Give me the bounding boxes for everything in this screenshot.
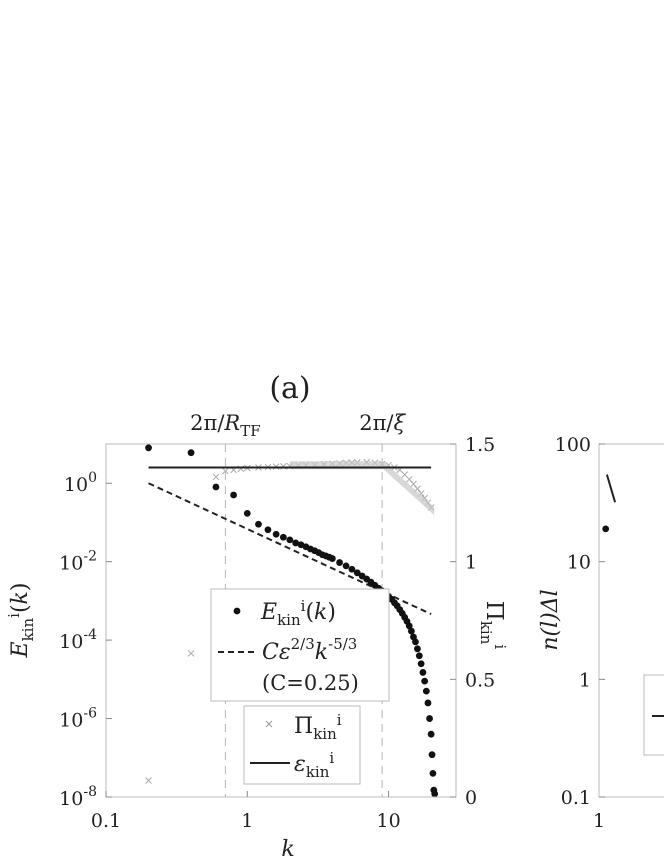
y-tick-label: 10-4 <box>59 627 97 653</box>
y-tick-label: 10-8 <box>59 784 97 810</box>
energy-point <box>417 660 425 668</box>
energy-point <box>230 491 238 499</box>
energy-point <box>279 533 287 541</box>
panel-b-series <box>602 474 617 533</box>
kolmogorov-fit-series <box>148 482 432 616</box>
legend-box <box>210 588 390 702</box>
y-tick-label: 10-2 <box>59 549 97 575</box>
energy-point <box>415 652 423 660</box>
panel-b-y-tick-label: 1 <box>579 669 591 691</box>
energy-point <box>427 730 435 738</box>
panel-b-y-ticks: 100 10 1 0.1 <box>555 434 605 809</box>
pi-kin-point <box>410 480 417 488</box>
energy-point <box>407 627 415 635</box>
vertical-marker-label: 2π/RTF <box>190 411 260 440</box>
energy-point <box>431 790 439 798</box>
x-tick-label: 1 <box>241 810 253 832</box>
panel-b-y-tick-label: 0.1 <box>561 787 591 809</box>
x-axis-ticks: 0.1 1 10 <box>91 791 401 832</box>
y-tick-label: 10-6 <box>59 706 97 732</box>
energy-point <box>342 562 350 570</box>
y-right-tick-label: 0.5 <box>465 669 495 691</box>
panel-b-line <box>605 474 617 503</box>
energy-point <box>187 449 195 457</box>
energy-point <box>336 559 343 566</box>
kolmogorov-fit-line <box>148 482 432 616</box>
energy-point <box>145 444 152 452</box>
energy-point <box>255 520 262 528</box>
energy-point <box>429 769 437 777</box>
legend-box <box>243 705 361 785</box>
x-tick-label: 10 <box>376 810 400 832</box>
energy-point <box>348 565 356 573</box>
vertical-marker-label: 2π/ξ <box>359 411 406 435</box>
legend-pi-label: Πkini <box>294 711 342 743</box>
panel-b-y-tick-label: 100 <box>555 434 591 456</box>
vertical-markers: 2π/RTF 2π/ξ <box>190 411 406 797</box>
panel-a-chart: (a) 2π/RTF 2π/ξ 0.1 1 10 10010-210-410-610-… <box>5 371 509 860</box>
legend-fit-note: (C=0.25) <box>262 671 359 695</box>
y-right-tick-label: 0 <box>465 787 477 809</box>
pi-kin-point <box>212 473 220 481</box>
y-axis-left-label: Ekini(k) <box>5 583 37 659</box>
panel-b-x-tick-label: 1 <box>593 810 605 832</box>
y-right-tick-label: 1 <box>465 552 477 574</box>
energy-point <box>412 638 419 646</box>
legend-energy: Ekini(k) Cε2/3k-5/3 (C=0.25) <box>210 588 390 702</box>
pi-kin-point <box>187 650 195 657</box>
pi-kin-band <box>289 461 435 516</box>
legend-fit-label: Cε2/3k-5/3 <box>262 635 357 665</box>
x-tick-label: 0.1 <box>91 810 121 832</box>
y-right-tick-label: 1.5 <box>465 434 495 456</box>
svg-text:n(l)Δl: n(l)Δl <box>538 589 563 650</box>
pi-kin-point <box>222 467 229 475</box>
energy-point <box>422 687 430 695</box>
legend-energy-label: Ekini(k) <box>260 597 336 629</box>
panel-b-point <box>602 525 610 533</box>
y-axis-left-ticks: 100 10-2 10-4 10-6 10-8 <box>59 470 112 810</box>
energy-point <box>424 699 432 707</box>
svg-text:Πkini: Πkini <box>477 601 509 650</box>
panel-b-y-tick-label: 10 <box>567 552 591 574</box>
energy-point <box>212 483 220 491</box>
pi-kin-series <box>145 458 435 784</box>
energy-point <box>414 645 421 653</box>
y-tick-label: 100 <box>64 470 97 496</box>
energy-point <box>353 569 361 577</box>
plot-area-frame <box>105 443 457 798</box>
energy-point <box>243 510 251 517</box>
energy-point <box>328 555 336 562</box>
panel-b-axes <box>598 443 664 798</box>
energy-point <box>264 526 272 534</box>
legend-epsilon-label: εkini <box>294 749 334 781</box>
energy-point <box>405 622 413 630</box>
energy-point <box>421 677 429 685</box>
y-axis-right-ticks: 1.5 1 0.5 0 <box>450 434 495 809</box>
energy-point <box>292 539 300 547</box>
legend-flux: Πkini εkini <box>243 705 361 785</box>
svg-text:Ekini(k): Ekini(k) <box>5 583 37 659</box>
legend-pi-marker <box>265 720 273 728</box>
panel-b-x-ticks: 1 <box>593 810 605 832</box>
panel-b-y-label: n(l)Δl <box>538 589 563 650</box>
x-axis-label: k <box>281 837 294 860</box>
energy-point <box>286 536 294 544</box>
energy-point <box>428 751 436 759</box>
energy-point <box>419 669 427 676</box>
y-axis-right-label: Πkini <box>477 601 509 650</box>
energy-point <box>272 530 280 538</box>
panel-a-label: (a) <box>269 371 310 406</box>
energy-spectrum-series <box>145 444 439 798</box>
legend-energy-marker <box>233 607 241 615</box>
energy-point <box>426 715 433 722</box>
pi-kin-point <box>145 777 152 784</box>
